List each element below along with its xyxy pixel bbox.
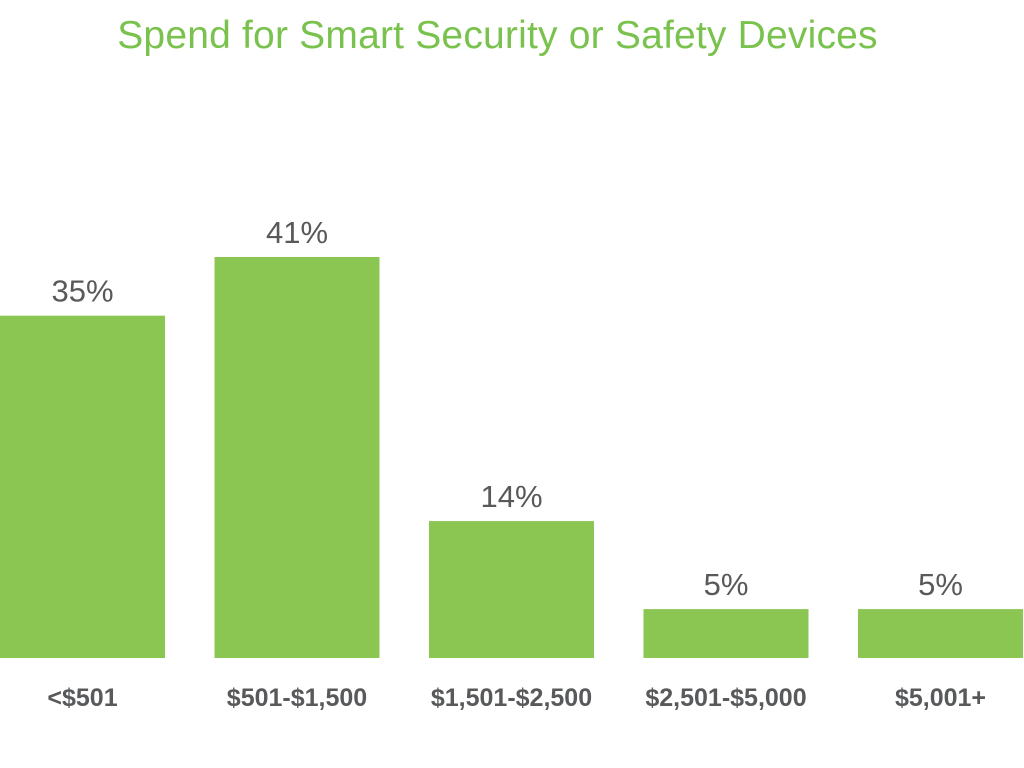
bar-value-label: 35% <box>51 274 113 309</box>
category-tick-label: <$501 <box>47 684 117 712</box>
category-tick-label: $5,001+ <box>895 684 986 712</box>
bar-0 <box>0 315 165 658</box>
category-tick-label: $1,501-$2,500 <box>431 684 592 712</box>
bar-4 <box>858 609 1023 658</box>
bar-3 <box>643 609 809 658</box>
bar-1 <box>214 257 380 658</box>
chart-title: Spend for Smart Security or Safety Devic… <box>117 14 878 57</box>
category-tick-label: $501-$1,500 <box>227 684 367 712</box>
bar-2 <box>429 521 594 658</box>
bar-value-label: 5% <box>704 567 749 602</box>
bar-value-label: 41% <box>266 215 328 250</box>
category-tick-label: $2,501-$5,000 <box>645 684 806 712</box>
bar-value-label: 5% <box>918 567 963 602</box>
bar-value-label: 14% <box>480 479 542 514</box>
